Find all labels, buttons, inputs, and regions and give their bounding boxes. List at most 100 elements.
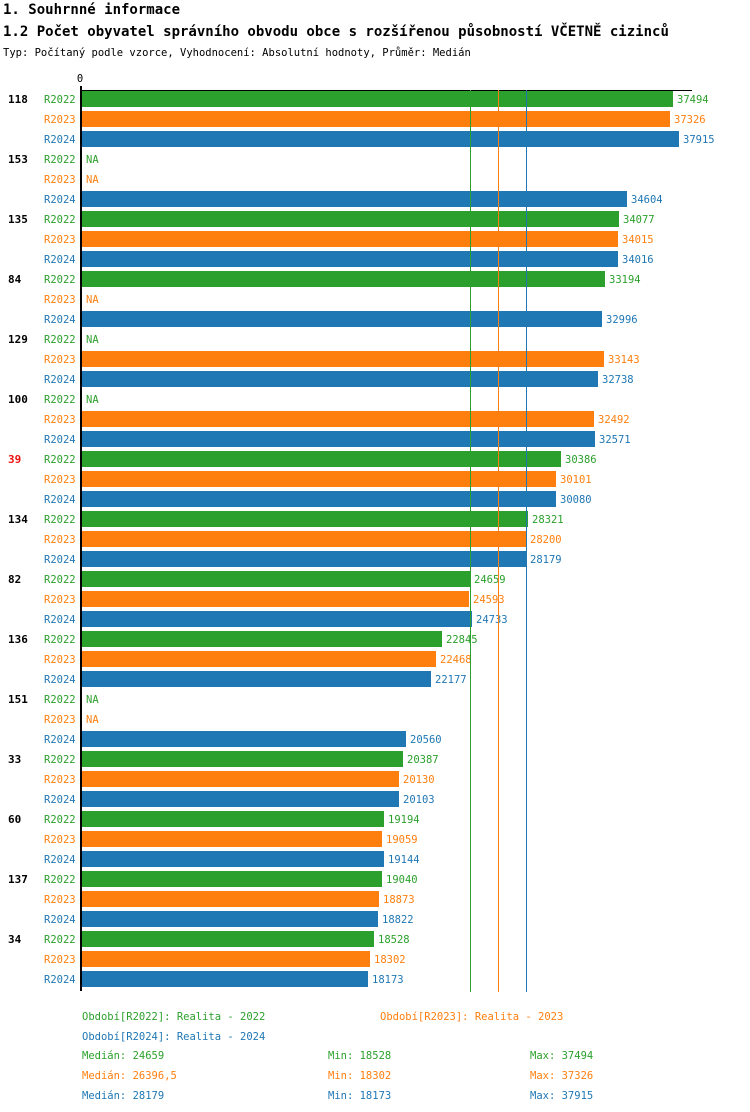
group-label: 118 xyxy=(8,93,28,106)
bar-value-label: 32571 xyxy=(599,434,631,446)
series-row-label: R2023 xyxy=(44,774,76,786)
series-row-label: R2022 xyxy=(44,94,76,106)
bar-value-label: 34016 xyxy=(622,254,654,266)
group-label: 100 xyxy=(8,393,28,406)
series-row-label: R2022 xyxy=(44,334,76,346)
bar xyxy=(82,311,602,327)
bar xyxy=(82,511,528,527)
stat-median-r2023: Medián: 26396,5 xyxy=(82,1070,177,1082)
bar xyxy=(82,251,618,267)
bar-value-label: 33143 xyxy=(608,354,640,366)
series-row-label: R2023 xyxy=(44,414,76,426)
bar-value-label: 24733 xyxy=(476,614,508,626)
series-row-label: R2024 xyxy=(44,794,76,806)
series-row-label: R2022 xyxy=(44,814,76,826)
bar-value-label: 37494 xyxy=(677,94,709,106)
bar xyxy=(82,631,442,647)
bar xyxy=(82,551,526,567)
bar xyxy=(82,971,368,987)
stat-min-r2022: Min: 18528 xyxy=(328,1050,392,1062)
group-label: 34 xyxy=(8,933,22,946)
bar xyxy=(82,271,605,287)
bar xyxy=(82,791,399,807)
series-row-label: R2023 xyxy=(44,114,76,126)
series-row-label: R2023 xyxy=(44,474,76,486)
bar-value-label: 37326 xyxy=(674,114,706,126)
bar-value-label: 28321 xyxy=(532,514,564,526)
bar-value-label: 30080 xyxy=(560,494,592,506)
series-row-label: R2024 xyxy=(44,314,76,326)
series-row-label: R2022 xyxy=(44,214,76,226)
legend-r2022: Období[R2022]: Realita - 2022 xyxy=(82,1011,266,1023)
bar xyxy=(82,731,406,747)
series-row-label: R2023 xyxy=(44,354,76,366)
series-row-label: R2024 xyxy=(44,194,76,206)
series-row-label: R2024 xyxy=(44,374,76,386)
na-label: NA xyxy=(86,394,99,406)
bar xyxy=(82,191,627,207)
bar-value-label: 18302 xyxy=(374,954,406,966)
group-label: 151 xyxy=(8,693,28,706)
series-row-label: R2024 xyxy=(44,434,76,446)
bar-value-label: 18873 xyxy=(383,894,415,906)
bar-value-label: 34604 xyxy=(631,194,663,206)
series-row-label: R2022 xyxy=(44,634,76,646)
group-label: 153 xyxy=(8,153,28,166)
na-label: NA xyxy=(86,174,99,186)
series-row-label: R2024 xyxy=(44,674,76,686)
series-row-label: R2023 xyxy=(44,654,76,666)
series-row-label: R2022 xyxy=(44,514,76,526)
bar-value-label: 34015 xyxy=(622,234,654,246)
bar xyxy=(82,591,469,607)
bar-value-label: 20387 xyxy=(407,754,439,766)
series-row-label: R2022 xyxy=(44,274,76,286)
series-row-label: R2024 xyxy=(44,134,76,146)
bar-value-label: 28179 xyxy=(530,554,562,566)
series-row-label: R2024 xyxy=(44,554,76,566)
group-label: 134 xyxy=(8,513,28,526)
bar xyxy=(82,111,670,127)
bar xyxy=(82,871,382,887)
bar xyxy=(82,651,436,667)
bar-value-label: 32738 xyxy=(602,374,634,386)
bar xyxy=(82,91,673,107)
na-label: NA xyxy=(86,714,99,726)
bar xyxy=(82,131,679,147)
na-label: NA xyxy=(86,294,99,306)
series-row-label: R2022 xyxy=(44,754,76,766)
bar-value-label: 24593 xyxy=(473,594,505,606)
group-label: 129 xyxy=(8,333,28,346)
bar xyxy=(82,491,556,507)
bar xyxy=(82,811,384,827)
bar-value-label: 19040 xyxy=(386,874,418,886)
bar xyxy=(82,891,379,907)
y-axis-line xyxy=(80,86,82,991)
bar-value-label: 30101 xyxy=(560,474,592,486)
bar xyxy=(82,451,561,467)
group-label: 84 xyxy=(8,273,22,286)
legend-r2023: Období[R2023]: Realita - 2023 xyxy=(380,1011,564,1023)
bar-value-label: 18528 xyxy=(378,934,410,946)
series-row-label: R2023 xyxy=(44,174,76,186)
group-label: 60 xyxy=(8,813,22,826)
series-row-label: R2023 xyxy=(44,234,76,246)
bar-value-label: 33194 xyxy=(609,274,641,286)
group-label: 39 xyxy=(8,453,22,466)
bar-value-label: 20130 xyxy=(403,774,435,786)
bar-value-label: 28200 xyxy=(530,534,562,546)
axis-zero-label: 0 xyxy=(76,73,84,85)
series-row-label: R2023 xyxy=(44,714,76,726)
bar xyxy=(82,571,470,587)
bar xyxy=(82,851,384,867)
group-label: 137 xyxy=(8,873,28,886)
bar-value-label: 19144 xyxy=(388,854,420,866)
series-row-label: R2022 xyxy=(44,394,76,406)
bar-value-label: 24659 xyxy=(474,574,506,586)
series-row-label: R2024 xyxy=(44,254,76,266)
bar-value-label: 32492 xyxy=(598,414,630,426)
group-label: 82 xyxy=(8,573,22,586)
stat-median-r2024: Medián: 28179 xyxy=(82,1090,165,1102)
series-row-label: R2022 xyxy=(44,694,76,706)
group-label: 136 xyxy=(8,633,28,646)
